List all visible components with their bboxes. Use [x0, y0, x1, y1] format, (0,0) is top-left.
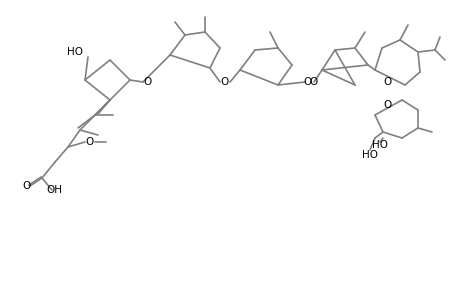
Text: O: O [220, 77, 229, 87]
Text: HO: HO [361, 150, 377, 160]
Text: O: O [383, 100, 391, 110]
Text: O: O [303, 77, 312, 87]
Text: O: O [144, 77, 152, 87]
Text: O: O [383, 77, 391, 87]
Text: O: O [23, 181, 31, 191]
Text: O: O [309, 77, 318, 87]
Text: OH: OH [46, 185, 62, 195]
Text: O: O [86, 137, 94, 147]
Text: HO: HO [67, 47, 83, 57]
Text: HO: HO [371, 140, 387, 150]
